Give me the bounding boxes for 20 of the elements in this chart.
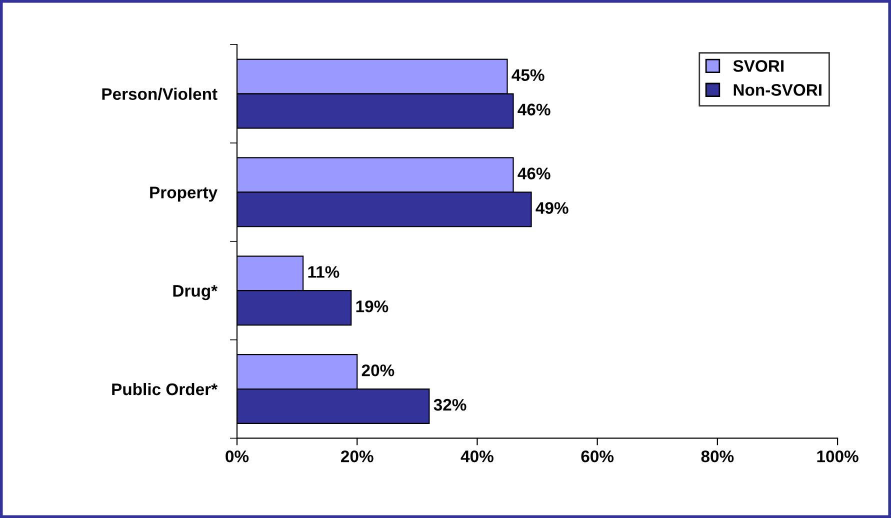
x-tick-label: 80% [701, 450, 734, 462]
data-label: 46% [518, 168, 550, 180]
x-tick-label: 40% [460, 450, 494, 462]
data-label: 20% [362, 364, 394, 376]
legend-label: Non-SVORI [734, 84, 822, 96]
data-label: 45% [512, 69, 544, 82]
legend-label: SVORI [733, 60, 784, 72]
x-tick-label: 20% [341, 450, 374, 462]
data-label: 49% [536, 202, 568, 214]
data-label: 11% [308, 266, 340, 278]
x-tick-label: 60% [581, 450, 614, 462]
data-label: 32% [434, 398, 466, 411]
y-tick-label: Person/Violent [102, 88, 218, 100]
y-tick-label: Drug* [173, 285, 218, 300]
y-tick-label: Public Order* [112, 382, 218, 396]
x-tick-label: 100% [817, 450, 858, 462]
data-label: 19% [356, 300, 388, 312]
data-label: 46% [518, 104, 550, 116]
y-tick-label: Property [150, 186, 218, 202]
x-tick-label: 0% [226, 450, 249, 462]
